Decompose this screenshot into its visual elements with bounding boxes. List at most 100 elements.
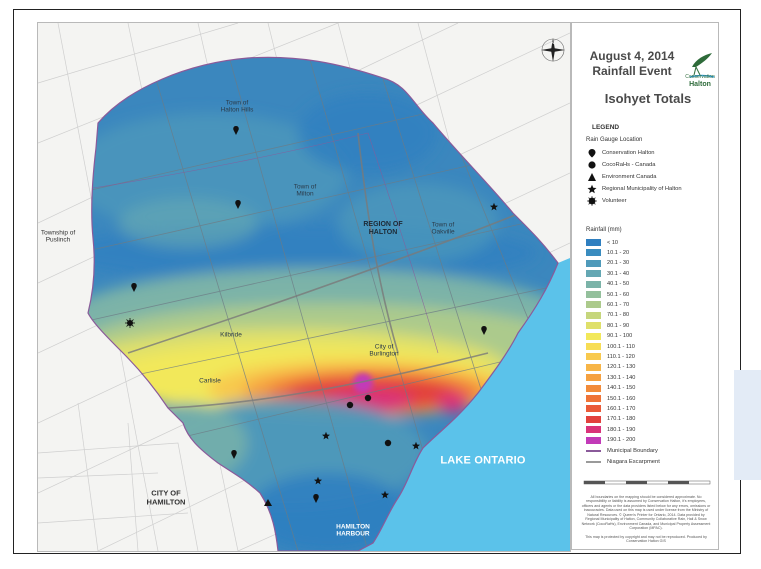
- label-halton-hills: Town of Halton Hills: [220, 99, 254, 114]
- legend-color-swatch: [586, 270, 601, 278]
- legend-title: LEGEND: [592, 124, 620, 131]
- legend-rainfall-row: 40.1 - 50: [586, 280, 629, 289]
- legend-color-swatch: [586, 311, 601, 319]
- legend-color-swatch: [586, 353, 601, 361]
- conservation-halton-gauge-marker[interactable]: [313, 494, 319, 503]
- map-panel[interactable]: Town of Halton Hills Town of Milton REGI…: [37, 22, 571, 552]
- logo-text-line2: Halton: [689, 80, 711, 88]
- legend-rainfall-label: 50.1 - 60: [607, 291, 630, 298]
- conservation-halton-gauge-marker[interactable]: [481, 326, 487, 335]
- legend-gauge-label: Environment Canada: [602, 174, 657, 180]
- legend-rainfall-row: 120.1 - 130: [586, 363, 635, 372]
- map-title-line2: Rainfall Event: [592, 64, 672, 78]
- legend-gauge-row: Conservation Halton: [586, 148, 655, 158]
- legend-color-swatch: [586, 415, 601, 423]
- map-sidebar: August 4, 2014 Rainfall Event Conservati…: [571, 22, 719, 550]
- star-icon: [587, 184, 597, 194]
- legend-color-swatch: [586, 363, 601, 371]
- halton-region-gauge-marker[interactable]: [490, 202, 498, 211]
- cocorahs-gauge-marker[interactable]: [346, 401, 354, 409]
- legend-rainfall-label: 30.1 - 40: [607, 270, 630, 277]
- legend-gauge-row: Volunteer: [586, 196, 627, 206]
- environment-canada-gauge-marker[interactable]: [264, 499, 272, 506]
- legend-rainfall-row: 50.1 - 60: [586, 290, 629, 299]
- legend-gauge-row: Environment Canada: [586, 172, 656, 182]
- legend-rainfall-row: 190.1 - 200: [586, 436, 635, 445]
- gauge-legend-title: Rain Gauge Location: [586, 137, 643, 143]
- sunburst-icon: [587, 196, 597, 206]
- legend-rainfall-row: 20.1 - 30: [586, 259, 629, 268]
- legend-rainfall-row: 10.1 - 20: [586, 248, 629, 257]
- legend-rainfall-label: 70.1 - 80: [607, 312, 630, 319]
- legend-rainfall-label: 120.1 - 130: [607, 364, 636, 371]
- legend-color-swatch: [586, 239, 601, 246]
- legend-rainfall-label: 150.1 - 160: [607, 395, 636, 402]
- map-subtitle: Isohyet Totals: [604, 91, 692, 106]
- legend-line-row: Municipal Boundary: [586, 446, 658, 455]
- legend-rainfall-row: 70.1 - 80: [586, 311, 629, 320]
- halton-region-gauge-marker[interactable]: [314, 476, 322, 485]
- conservation-halton-gauge-marker[interactable]: [131, 283, 137, 292]
- legend-rainfall-label: 170.1 - 180: [607, 416, 636, 423]
- label-hamilton-harbour: HAMILTON HARBOUR: [336, 523, 370, 538]
- legend-color-swatch: [586, 343, 601, 350]
- legend-rainfall-label: < 10: [607, 239, 619, 246]
- circle-icon: [588, 161, 596, 169]
- legend-color-swatch: [586, 280, 601, 288]
- rainfall-legend-title: Rainfall (mm): [586, 227, 622, 233]
- north-arrow-icon: N: [541, 38, 565, 62]
- legend-rainfall-label: 130.1 - 140: [607, 374, 636, 381]
- legend-rainfall-row: 160.1 - 170: [586, 404, 635, 413]
- label-milton: Town of Milton: [293, 183, 317, 198]
- legend-rainfall-row: 150.1 - 160: [586, 394, 635, 403]
- cocorahs-gauge-marker[interactable]: [384, 439, 392, 447]
- legend-rainfall-label: 180.1 - 190: [607, 426, 636, 433]
- svg-text:N: N: [552, 40, 555, 45]
- cocorahs-gauge-marker[interactable]: [364, 394, 372, 402]
- volunteer-gauge-marker[interactable]: [125, 318, 135, 328]
- isohyet-map[interactable]: [38, 23, 570, 551]
- label-region-of-halton: REGION OF HALTON: [363, 220, 403, 236]
- label-oakville: Town of Oakville: [431, 221, 455, 236]
- logo-text: Conservation Halton: [680, 74, 720, 88]
- copyright-note: This map is protected by copyright and m…: [585, 535, 707, 544]
- legend-line-label: Niagara Escarpment: [607, 458, 660, 465]
- conservation-halton-gauge-marker[interactable]: [231, 450, 237, 459]
- label-puslinch: Township of Puslinch: [40, 229, 76, 244]
- legend-rainfall-label: 160.1 - 170: [607, 405, 636, 412]
- label-kilbride: Kilbride: [220, 331, 242, 339]
- triangle-icon: [588, 173, 596, 181]
- decorative-background-shape: [734, 370, 761, 480]
- legend-gauge-row: Regional Municipality of Halton: [586, 184, 682, 194]
- legend-gauge-label: Volunteer: [602, 198, 627, 204]
- legend-rainfall-row: 170.1 - 180: [586, 415, 635, 424]
- legend-color-swatch: [586, 301, 601, 309]
- map-title-line1: August 4, 2014: [589, 49, 675, 63]
- rain-gauge-markers: [125, 126, 498, 506]
- legend-line-row: Niagara Escarpment: [586, 457, 660, 466]
- label-burlington: City of Burlington: [369, 343, 399, 358]
- legend-rainfall-row: 90.1 - 100: [586, 332, 632, 341]
- legend-rainfall-row: 60.1 - 70: [586, 300, 629, 309]
- legend-rainfall-row: 80.1 - 90: [586, 321, 629, 330]
- legend-rainfall-row: 130.1 - 140: [586, 373, 635, 382]
- legend-rainfall-label: 190.1 - 200: [607, 437, 636, 444]
- legend-color-swatch: [586, 291, 601, 298]
- legend-color-swatch: [586, 426, 601, 434]
- legend-gauge-label: Regional Municipality of Halton: [602, 186, 682, 192]
- halton-region-gauge-marker[interactable]: [412, 441, 420, 450]
- conservation-halton-gauge-marker[interactable]: [233, 126, 239, 135]
- legend-rainfall-label: 60.1 - 70: [607, 301, 630, 308]
- conservation-halton-gauge-marker[interactable]: [235, 200, 241, 209]
- legend-line-swatch: [586, 449, 601, 452]
- legend-color-swatch: [586, 322, 601, 330]
- legend-color-swatch: [586, 332, 601, 340]
- legend-rainfall-label: 140.1 - 150: [607, 385, 636, 392]
- halton-region-gauge-marker[interactable]: [322, 431, 330, 440]
- legend-color-swatch: [586, 405, 601, 413]
- legend-line-swatch: [586, 460, 601, 463]
- legend-color-swatch: [586, 374, 601, 382]
- legend-color-swatch: [586, 384, 601, 392]
- halton-region-gauge-marker[interactable]: [381, 490, 389, 499]
- legend-color-swatch: [586, 249, 601, 257]
